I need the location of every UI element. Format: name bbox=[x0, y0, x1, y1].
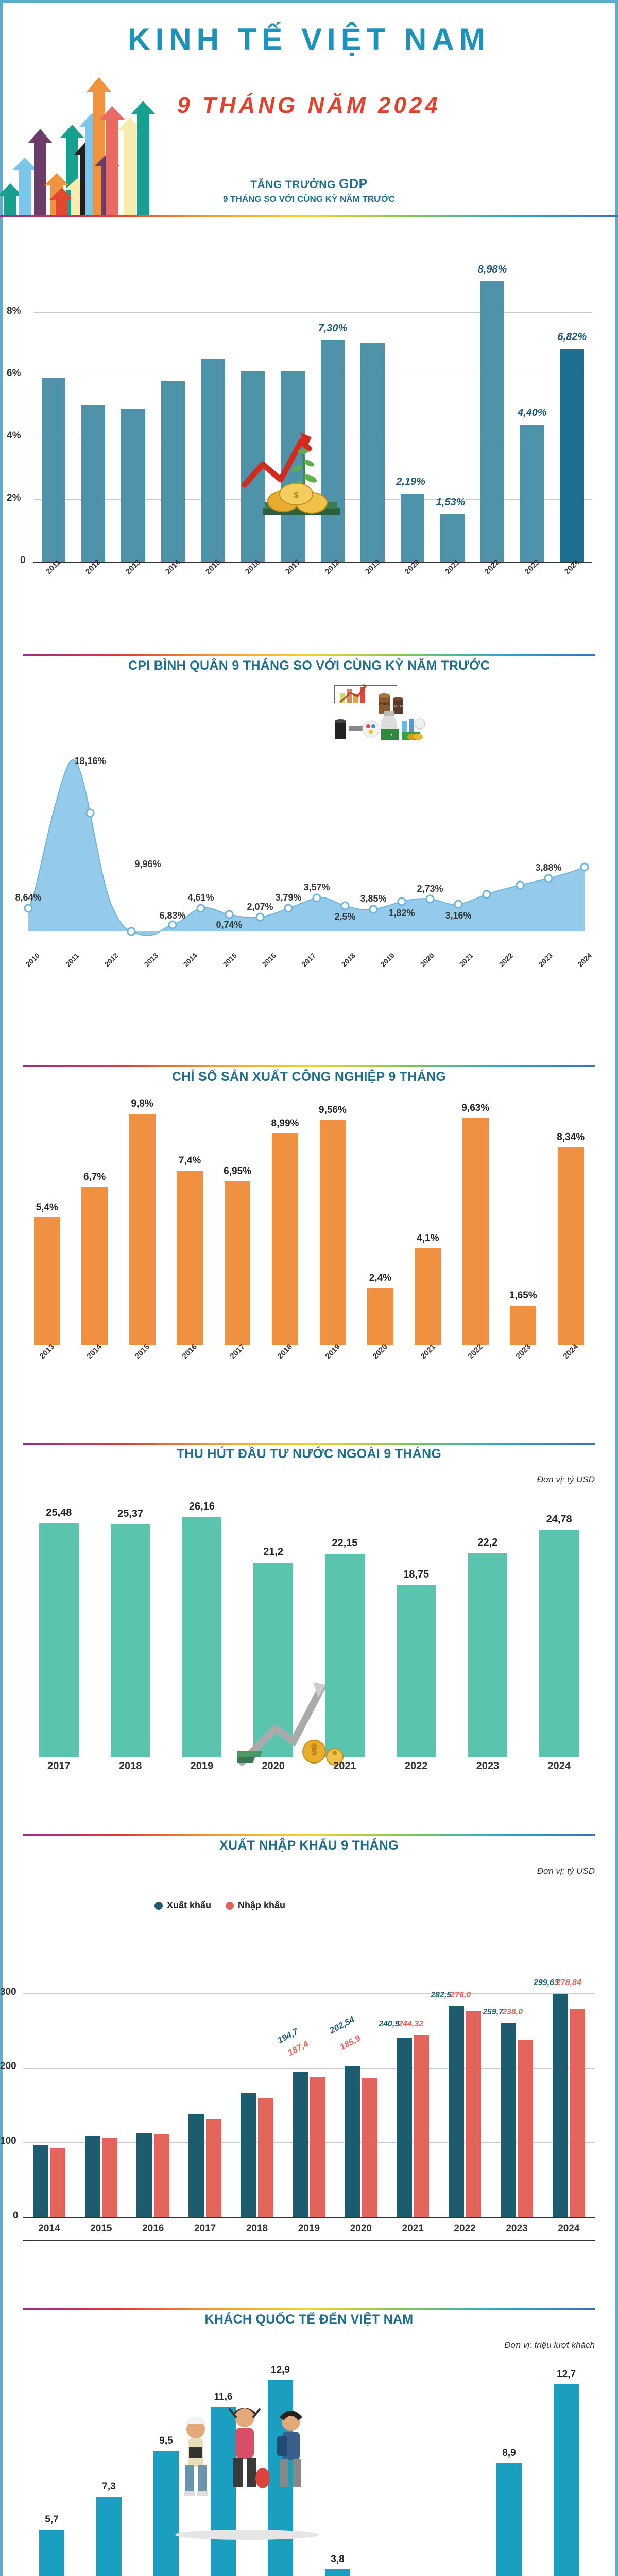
svg-text:2,73%: 2,73% bbox=[417, 884, 443, 894]
svg-text:3,79%: 3,79% bbox=[275, 892, 301, 903]
svg-text:18,16%: 18,16% bbox=[74, 756, 106, 766]
svg-text:4,61%: 4,61% bbox=[187, 892, 214, 903]
svg-text:0,74%: 0,74% bbox=[216, 920, 242, 930]
svg-text:$: $ bbox=[294, 491, 299, 500]
svg-text:3,57%: 3,57% bbox=[303, 882, 330, 892]
svg-text:COFFEE: COFFEE bbox=[392, 705, 404, 708]
svg-text:3,88%: 3,88% bbox=[535, 862, 561, 873]
svg-text:2,07%: 2,07% bbox=[247, 902, 273, 912]
svg-text:9,96%: 9,96% bbox=[134, 859, 161, 869]
svg-text:$: $ bbox=[312, 1747, 317, 1757]
svg-text:8,64%: 8,64% bbox=[15, 892, 41, 903]
svg-text:3,16%: 3,16% bbox=[445, 910, 471, 921]
svg-text:3,85%: 3,85% bbox=[360, 893, 386, 904]
svg-text:2,5%: 2,5% bbox=[334, 911, 355, 922]
svg-text:1,82%: 1,82% bbox=[388, 908, 415, 918]
svg-text:6,83%: 6,83% bbox=[159, 910, 185, 921]
svg-text:WHEAT: WHEAT bbox=[379, 703, 390, 706]
